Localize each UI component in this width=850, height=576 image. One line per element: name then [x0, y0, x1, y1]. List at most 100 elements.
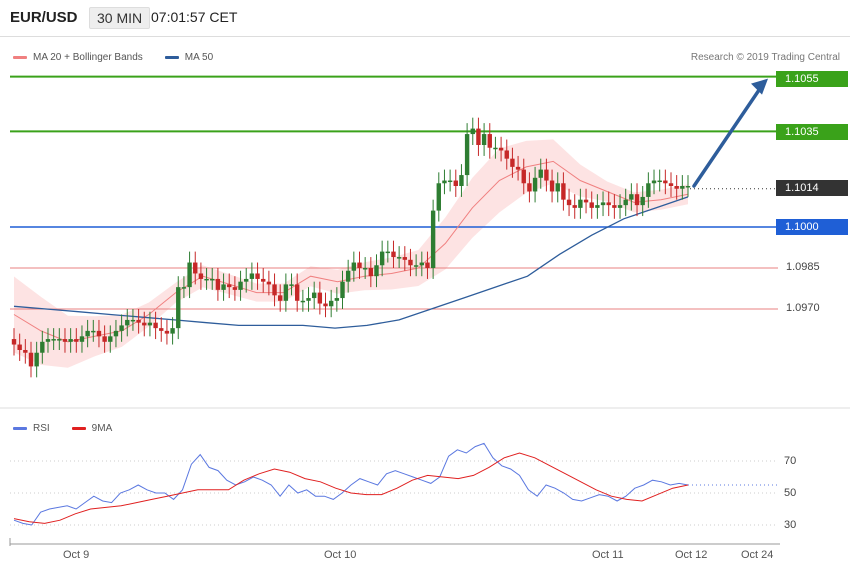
symbol-label: EUR/USD	[10, 9, 78, 26]
ma50-legend-swatch	[164, 56, 179, 59]
credit-text: Research © 2019 Trading Central	[690, 52, 840, 63]
candle-body	[368, 268, 374, 277]
candle-body	[130, 319, 136, 322]
candle-body	[204, 278, 209, 281]
candle-body	[442, 180, 447, 184]
candle-body	[136, 319, 141, 323]
candle-body	[283, 284, 289, 301]
candle-body	[306, 298, 311, 301]
candle-body	[425, 262, 430, 268]
candle-body	[436, 183, 441, 211]
candle-body	[34, 352, 39, 367]
candle-body	[249, 273, 255, 279]
candle-body	[232, 287, 238, 290]
pivot-tag: 1.1000	[776, 219, 848, 235]
candle-body	[323, 303, 328, 307]
candle-body	[198, 273, 204, 279]
candle-body	[300, 300, 306, 303]
candle-body	[79, 336, 85, 342]
candle-body	[566, 199, 572, 206]
rsi-legend-swatch	[13, 427, 27, 430]
candle-body	[527, 183, 532, 192]
candle-body	[340, 281, 345, 299]
candle-body	[379, 251, 385, 266]
rsi-ma-line	[13, 452, 689, 524]
target2-tag: 1.1055	[776, 71, 848, 87]
candle-body	[583, 199, 589, 203]
candle-body	[11, 339, 17, 345]
candle-body	[651, 180, 657, 184]
candle-body	[62, 339, 68, 342]
candle-body	[481, 134, 487, 145]
candle-body	[102, 336, 107, 342]
x-tick-oct9: Oct 9	[63, 549, 90, 561]
candle-body	[68, 339, 73, 342]
candle-body	[680, 186, 685, 189]
candle-body	[142, 322, 147, 326]
timeframe-selector[interactable]: 30 MIN	[89, 7, 151, 29]
candle-body	[153, 322, 158, 329]
candle-body	[278, 295, 283, 301]
x-tick-oct10: Oct 10	[324, 549, 357, 561]
candle-body	[17, 344, 22, 350]
candle-body	[23, 350, 28, 353]
candle-body	[28, 352, 34, 367]
candle-body	[334, 298, 340, 301]
candle-body	[261, 278, 266, 282]
candle-body	[640, 196, 645, 206]
candle-body	[215, 278, 221, 290]
candle-body	[272, 284, 277, 296]
candle-body	[357, 262, 362, 268]
candle-body	[498, 147, 504, 151]
ma20-legend-swatch	[13, 56, 27, 59]
candle-body	[391, 251, 396, 258]
candle-body	[108, 336, 113, 342]
candle-body	[221, 284, 226, 290]
candle-body	[96, 330, 102, 337]
candle-body	[159, 328, 164, 331]
ma50-legend-label: MA 50	[184, 52, 214, 63]
x-tick-oct12: Oct 12	[675, 549, 708, 561]
candle-body	[113, 330, 119, 337]
candle-body	[538, 169, 543, 178]
rsi-ma-legend-swatch	[71, 427, 86, 430]
candle-body	[362, 268, 368, 270]
candle-body	[385, 251, 391, 254]
candle-body	[634, 194, 640, 206]
candle-body	[57, 339, 62, 341]
candle-body	[555, 183, 560, 192]
candle-body	[663, 180, 668, 184]
candle-body	[549, 180, 555, 192]
candle-body	[510, 158, 515, 167]
ma50-line	[13, 196, 689, 329]
candle-body	[612, 205, 617, 208]
candle-body	[470, 128, 475, 135]
candle-body	[345, 270, 351, 282]
chart-header: EUR/USD 30 MIN 07:01:57 CET	[0, 0, 850, 37]
candle-body	[493, 147, 498, 150]
x-tick-oct11: Oct 11	[592, 549, 624, 561]
candle-body	[447, 180, 453, 183]
rsi-legend-label: RSI	[33, 423, 50, 434]
candle-body	[544, 169, 549, 181]
candle-body	[238, 281, 243, 290]
target1-tag: 1.1035	[776, 124, 848, 140]
candle-body	[227, 284, 232, 288]
candle-body	[351, 262, 357, 271]
support2-label: 1.0970	[786, 302, 820, 314]
candle-body	[181, 287, 187, 289]
candle-body	[328, 300, 334, 307]
candle-body	[504, 150, 509, 159]
candle-body	[45, 339, 51, 342]
candle-body	[147, 322, 153, 326]
candle-body	[193, 262, 198, 274]
candle-body	[255, 273, 260, 279]
candle-body	[266, 281, 272, 285]
candle-body	[294, 284, 300, 301]
candle-body	[589, 202, 594, 208]
candle-body	[408, 259, 413, 266]
candle-body	[521, 169, 526, 184]
candle-body	[646, 183, 651, 197]
candle-body	[176, 287, 181, 329]
